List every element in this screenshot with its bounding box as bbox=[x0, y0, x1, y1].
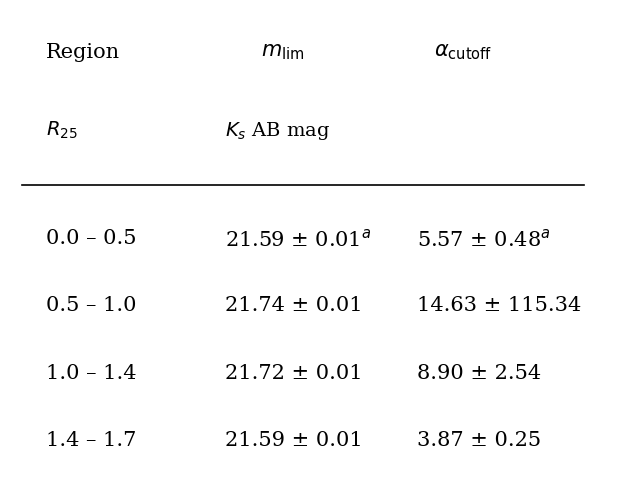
Text: 0.5 – 1.0: 0.5 – 1.0 bbox=[46, 296, 137, 315]
Text: 5.57 ± 0.48$^{a}$: 5.57 ± 0.48$^{a}$ bbox=[417, 229, 550, 250]
Text: 1.4 – 1.7: 1.4 – 1.7 bbox=[46, 431, 137, 450]
Text: 21.74 ± 0.01: 21.74 ± 0.01 bbox=[225, 296, 363, 315]
Text: 21.72 ± 0.01: 21.72 ± 0.01 bbox=[225, 364, 363, 383]
Text: $\alpha_{\mathrm{cutoff}}$: $\alpha_{\mathrm{cutoff}}$ bbox=[435, 43, 492, 62]
Text: 3.87 ± 0.25: 3.87 ± 0.25 bbox=[417, 431, 541, 450]
Text: 21.59 ± 0.01$^{a}$: 21.59 ± 0.01$^{a}$ bbox=[225, 229, 372, 250]
Text: $R_{25}$: $R_{25}$ bbox=[46, 120, 78, 141]
Text: 21.59 ± 0.01: 21.59 ± 0.01 bbox=[225, 431, 363, 450]
Text: Region: Region bbox=[46, 43, 120, 62]
Text: 0.0 – 0.5: 0.0 – 0.5 bbox=[46, 229, 137, 247]
Text: $K_s$ AB mag: $K_s$ AB mag bbox=[225, 120, 330, 142]
Text: 1.0 – 1.4: 1.0 – 1.4 bbox=[46, 364, 137, 383]
Text: $m_{\mathrm{lim}}$: $m_{\mathrm{lim}}$ bbox=[261, 43, 305, 62]
Text: 14.63 ± 115.34: 14.63 ± 115.34 bbox=[417, 296, 581, 315]
Text: 8.90 ± 2.54: 8.90 ± 2.54 bbox=[417, 364, 541, 383]
